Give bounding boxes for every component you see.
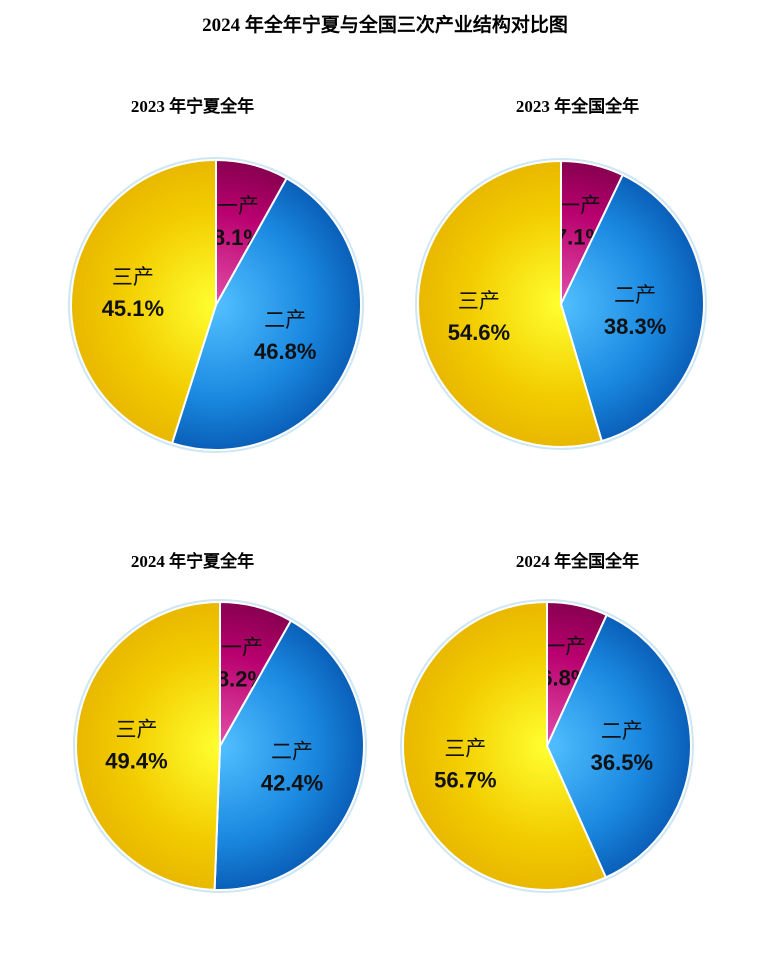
slice-value-label: 38.3% bbox=[604, 314, 666, 339]
slice-category-label: 一产 bbox=[217, 194, 259, 218]
pie-title: 2024 年全国全年 bbox=[515, 552, 640, 571]
pie-title: 2023 年全国全年 bbox=[515, 97, 640, 116]
slice-secondary bbox=[545, 613, 692, 879]
slice-value-label: 46.8% bbox=[254, 339, 316, 364]
slice-secondary bbox=[559, 173, 705, 443]
slice-category-label: 一产 bbox=[221, 635, 263, 659]
pie-outline bbox=[400, 599, 694, 893]
slice-category-label: 一产 bbox=[559, 193, 601, 217]
pie-panel-2023-ningxia: 2023 年宁夏全年 一产 8.1% 二产 46.8% 三产 45.1% bbox=[0, 80, 385, 520]
slice-category-label: 二产 bbox=[264, 308, 306, 332]
chart-main-title: 2024 年全年宁夏与全国三次产业结构对比图 bbox=[202, 15, 568, 36]
slice-value-label: 54.6% bbox=[448, 320, 510, 345]
pie-title: 2023 年宁夏全年 bbox=[130, 97, 255, 116]
slice-value-label: 42.4% bbox=[261, 770, 323, 795]
slice-category-label: 三产 bbox=[115, 717, 157, 741]
slice-tertiary bbox=[402, 600, 608, 891]
pie-outline bbox=[68, 157, 364, 453]
slice-value-label: 45.1% bbox=[102, 296, 164, 321]
pie-outline bbox=[73, 599, 367, 893]
slice-secondary bbox=[170, 177, 362, 451]
pie-panel-2023-national: 2023 年全国全年 一产 7.1% 二产 38.3% 三产 54.6% bbox=[385, 80, 770, 520]
slice-tertiary bbox=[417, 159, 604, 448]
slice-category-label: 三产 bbox=[112, 265, 154, 289]
slice-category-label: 一产 bbox=[544, 635, 586, 659]
slice-category-label: 二产 bbox=[601, 719, 643, 743]
slice-value-label: 36.5% bbox=[591, 750, 653, 775]
pie-outline bbox=[415, 158, 707, 450]
slice-category-label: 二产 bbox=[614, 283, 656, 307]
slice-category-label: 三产 bbox=[444, 736, 486, 760]
pie-panel-2024-ningxia: 2024 年宁夏全年 一产 8.2% 二产 42.4% 三产 49.4% bbox=[0, 535, 385, 975]
slice-value-label: 56.7% bbox=[434, 767, 496, 792]
slice-tertiary bbox=[75, 600, 221, 891]
slice-category-label: 三产 bbox=[458, 289, 500, 313]
slice-secondary bbox=[213, 619, 365, 891]
slice-category-label: 二产 bbox=[271, 739, 313, 763]
slice-tertiary bbox=[70, 158, 217, 445]
pie-panel-2024-national: 2024 年全国全年 一产 6.8% 二产 36.5% 三产 56.7% bbox=[385, 535, 770, 975]
pie-title: 2024 年宁夏全年 bbox=[130, 552, 255, 571]
slice-value-label: 49.4% bbox=[105, 748, 167, 773]
